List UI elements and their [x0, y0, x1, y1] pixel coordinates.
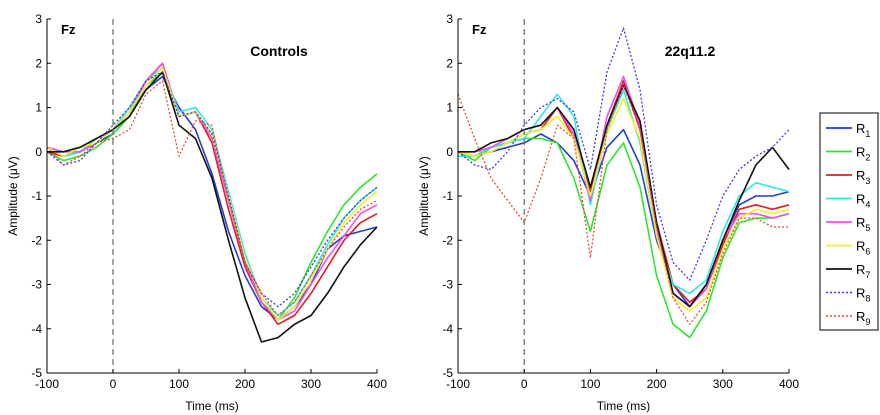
legend-label: R3	[856, 168, 870, 186]
series-line-r3	[457, 80, 790, 304]
x-tick-label: 200	[235, 377, 255, 391]
y-axis-label: Amplitude (μV)	[6, 156, 20, 236]
y-axis-label: Amplitude (μV)	[417, 156, 431, 236]
legend-label: R8	[856, 286, 870, 304]
y-tick-label: 1	[446, 101, 453, 115]
legend-label: R7	[856, 262, 870, 280]
y-tick-label: 3	[35, 12, 42, 26]
panel-1: -100 0 100 200 300 400 -5 -4 -3 -2 -1 0 1 2 3 Time (ms)…	[6, 12, 387, 413]
legend-label: R6	[856, 239, 870, 257]
legend-label: R2	[856, 145, 870, 163]
y-tick-label: 0	[35, 145, 42, 159]
legend-item-r9: R9	[826, 309, 870, 327]
series-line-r8	[46, 71, 378, 308]
y-tick-label: 1	[35, 101, 42, 115]
panel-2: -100 0 100 200 300 400 -5 -4 -3 -2 -1 0 1 2 3 Time (ms)…	[417, 12, 799, 413]
series-line-r6	[457, 97, 790, 312]
x-axis-label: Time (ms)	[185, 399, 239, 413]
y-tick-label: -3	[442, 278, 453, 292]
series-line-r4	[458, 89, 790, 295]
panel-title: Controls	[250, 43, 308, 59]
panel-title: 22q11.2	[665, 43, 716, 59]
y-tick-label: -1	[31, 189, 42, 203]
x-tick-label: 0	[110, 377, 117, 391]
x-tick-label: 300	[713, 377, 733, 391]
legend-item-r5: R5	[826, 215, 870, 233]
y-tick-label: -2	[442, 233, 453, 247]
y-tick-label: -3	[31, 278, 42, 292]
series-line-r7	[47, 71, 378, 343]
y-tick-label: -2	[31, 233, 42, 247]
legend-item-r1: R1	[826, 121, 870, 139]
electrode-label: Fz	[61, 22, 76, 37]
x-tick-label: 400	[779, 377, 799, 391]
y-tick-label: -5	[31, 366, 42, 380]
y-tick-label: 2	[446, 56, 453, 70]
x-tick-label: 100	[580, 377, 600, 391]
series-line-r1	[46, 75, 378, 321]
series-line-r4	[46, 66, 378, 317]
series-line-r8	[457, 27, 790, 281]
x-tick-label: 300	[301, 377, 321, 391]
x-tick-label: 100	[169, 377, 189, 391]
y-tick-label: 3	[446, 12, 453, 26]
series-line-r2	[457, 137, 790, 339]
series-line-r1	[457, 128, 790, 308]
legend: R1 R2 R3 R4 R5 R6 R7 R8 R9	[819, 112, 879, 331]
y-tick-label: -4	[442, 322, 453, 336]
series-line-r2	[46, 71, 378, 321]
x-axis-label: Time (ms)	[597, 399, 651, 413]
y-tick-label: -1	[442, 189, 453, 203]
series-line-r6	[46, 66, 378, 321]
legend-item-r2: R2	[826, 145, 870, 163]
legend-label: R1	[856, 121, 870, 139]
legend-item-r3: R3	[826, 168, 870, 186]
series-line-r5	[46, 62, 378, 321]
legend-item-r6: R6	[826, 239, 870, 257]
legend-item-r4: R4	[826, 192, 870, 210]
legend-item-r8: R8	[826, 286, 870, 304]
legend-label: R5	[856, 215, 870, 233]
y-tick-label: -5	[442, 366, 453, 380]
x-tick-label: 0	[521, 377, 528, 391]
legend-item-r7: R7	[826, 262, 870, 280]
y-tick-label: 2	[35, 56, 42, 70]
legend-label: R4	[856, 192, 870, 210]
series-line-r3	[46, 62, 378, 326]
series-line-r7	[458, 84, 790, 308]
y-tick-label: 0	[446, 145, 453, 159]
legend-label: R9	[856, 309, 870, 327]
x-tick-label: 200	[647, 377, 667, 391]
series-line-r9	[46, 80, 378, 317]
x-tick-label: 400	[367, 377, 387, 391]
x-tick-label: -100	[35, 377, 59, 391]
x-tick-label: -100	[446, 377, 470, 391]
y-tick-label: -4	[31, 322, 42, 336]
electrode-label: Fz	[472, 22, 487, 37]
series-line-r5	[458, 75, 790, 308]
